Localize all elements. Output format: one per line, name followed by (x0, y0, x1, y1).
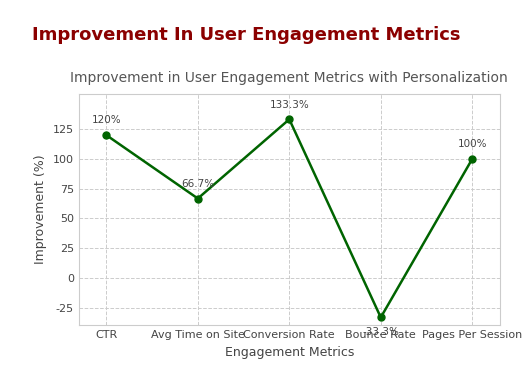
Text: 133.3%: 133.3% (269, 99, 309, 110)
Text: -33.3%: -33.3% (362, 327, 399, 337)
Text: 66.7%: 66.7% (181, 179, 215, 189)
Text: 120%: 120% (92, 116, 121, 125)
Text: 100%: 100% (458, 139, 487, 149)
Title: Improvement in User Engagement Metrics with Personalization: Improvement in User Engagement Metrics w… (70, 71, 508, 85)
Y-axis label: Improvement (%): Improvement (%) (34, 154, 47, 264)
X-axis label: Engagement Metrics: Engagement Metrics (225, 346, 354, 359)
Text: Improvement In User Engagement Metrics: Improvement In User Engagement Metrics (32, 26, 460, 44)
